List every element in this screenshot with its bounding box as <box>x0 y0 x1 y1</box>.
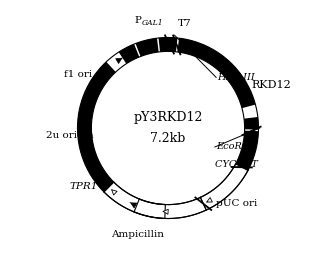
Text: GAL1: GAL1 <box>142 19 164 27</box>
Polygon shape <box>78 37 258 219</box>
Polygon shape <box>244 117 258 130</box>
Polygon shape <box>135 38 159 57</box>
Polygon shape <box>134 199 165 218</box>
Text: TPR1: TPR1 <box>69 182 98 191</box>
Polygon shape <box>159 37 177 52</box>
Text: Ampicillin: Ampicillin <box>111 230 164 239</box>
Polygon shape <box>236 131 258 170</box>
Text: pUC ori: pUC ori <box>216 199 257 208</box>
Text: P: P <box>134 16 141 25</box>
Text: pY3RKD12: pY3RKD12 <box>133 111 203 124</box>
Polygon shape <box>78 62 133 209</box>
Polygon shape <box>104 182 206 219</box>
Text: RKD12: RKD12 <box>252 80 291 90</box>
Text: T7: T7 <box>178 19 191 28</box>
Polygon shape <box>91 51 245 205</box>
Polygon shape <box>200 164 248 210</box>
Text: 7.2kb: 7.2kb <box>150 132 186 145</box>
Text: 2u origin: 2u origin <box>46 131 94 140</box>
Polygon shape <box>119 44 139 64</box>
Text: Hind III: Hind III <box>217 73 255 82</box>
Polygon shape <box>177 38 255 108</box>
Text: f1 ori: f1 ori <box>64 70 92 79</box>
Text: EcoR I: EcoR I <box>216 143 248 152</box>
Polygon shape <box>127 196 139 212</box>
Text: CYC1 TT: CYC1 TT <box>215 160 258 169</box>
